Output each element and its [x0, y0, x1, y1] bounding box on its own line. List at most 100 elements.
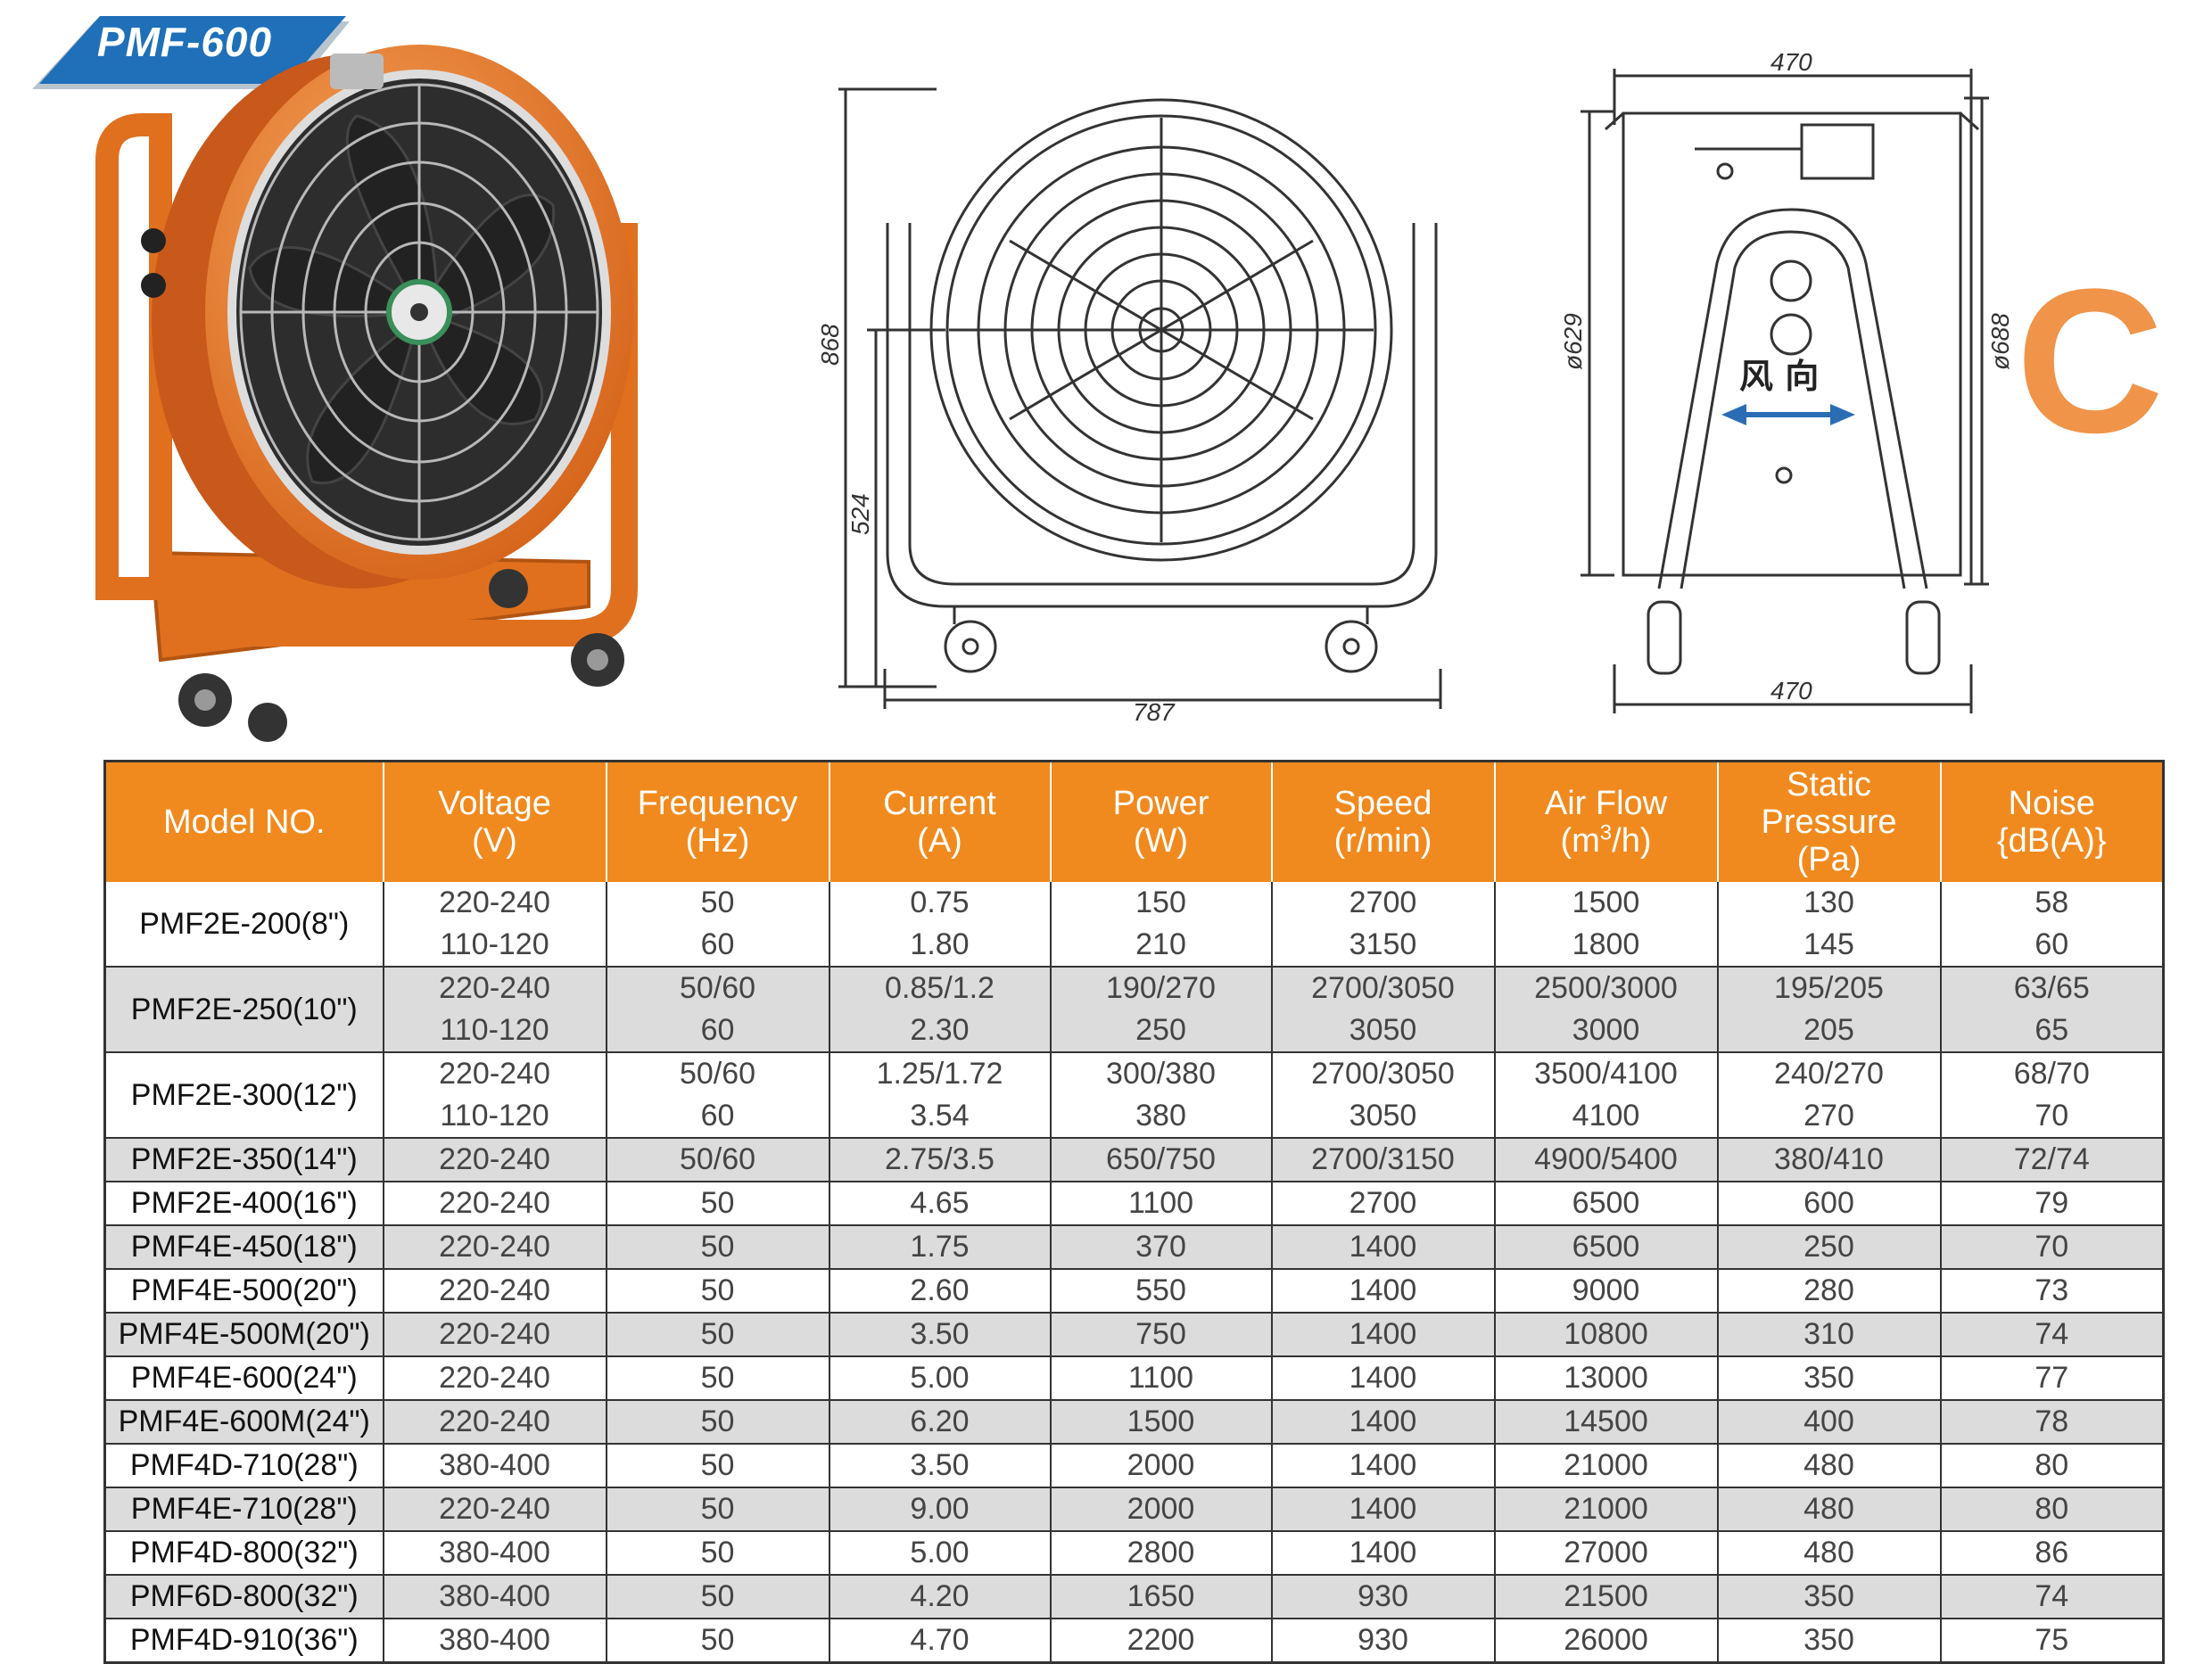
value-cell: 50 — [605, 1443, 830, 1487]
column-header-line-1: Speed — [1333, 785, 1432, 822]
value-cell: 3.50 — [828, 1443, 1051, 1487]
value-cell: 130 — [1716, 882, 1941, 924]
column-header-line-2: (Hz) — [685, 822, 750, 860]
model-cell: PMF4E-600(24") — [104, 1355, 384, 1400]
value-cell: 220-240 — [382, 882, 607, 924]
value-cell: 60 — [605, 1009, 830, 1052]
table-header-row: Model NO. Voltage (V) Frequency (Hz) Current(… — [103, 761, 2165, 882]
model-cell: PMF2E-200(8") — [139, 906, 350, 941]
column-header-line-1: Voltage — [438, 785, 551, 822]
value-cell: 1400 — [1270, 1487, 1495, 1531]
value-cell: 220-240 — [382, 966, 607, 1009]
column-header: Current (A) — [828, 761, 1052, 882]
value-cell: 80 — [1939, 1487, 2164, 1531]
value-cell: 72/74 — [1939, 1137, 2164, 1182]
value-cell: 380 — [1049, 1095, 1272, 1138]
value-cell: 1500 — [1493, 882, 1718, 924]
value-cell: 65 — [1939, 1009, 2164, 1052]
value-cell: 5.00 — [828, 1530, 1051, 1575]
value-cell: 310 — [1716, 1312, 1941, 1356]
value-cell: 350 — [1716, 1355, 1941, 1400]
table-row: PMF6D-800(32") 380-400 50 4.20 1650 930 21500 3… — [104, 1574, 2164, 1619]
column-header: Noise {dB(A)} — [1939, 761, 2165, 882]
value-cell: 930 — [1270, 1618, 1495, 1663]
value-cell: 21500 — [1493, 1574, 1718, 1619]
value-cell: 0.85/1.2 — [828, 966, 1051, 1009]
value-cell: 63/65 — [1939, 966, 2164, 1009]
table-row: PMF2E-200(8") 220-240 50 0.75 150 2700 1500 130… — [105, 882, 2164, 941]
model-cell: PMF4D-910(36") — [104, 1618, 384, 1663]
value-cell: 750 — [1049, 1312, 1272, 1356]
value-cell: 220-240 — [382, 1487, 607, 1531]
outer-diameter-label: ø688 — [1986, 313, 2014, 370]
value-cell: 2.30 — [828, 1009, 1051, 1052]
value-cell: 380-400 — [382, 1443, 607, 1487]
column-header: Voltage (V) — [382, 761, 607, 882]
value-cell: 380-400 — [382, 1618, 607, 1663]
value-cell: 4.20 — [828, 1574, 1051, 1619]
column-header-line-2: (r/min) — [1333, 822, 1432, 860]
value-cell: 2.75/3.5 — [828, 1137, 1051, 1182]
value-cell: 3150 — [1270, 924, 1495, 967]
table-row: 110-120 60 3.54 380 3050 4100 270 70 — [105, 1095, 2164, 1138]
front-view-drawing: 787 868 524 — [816, 87, 1442, 722]
value-cell: 50 — [605, 1312, 830, 1356]
table-row: PMF2E-350(14") 220-240 50/60 2.75/3.5 650/75… — [104, 1137, 2164, 1182]
table-body: PMF2E-200(8") 220-240 50 0.75 150 2700 1500 130… — [104, 882, 2164, 1663]
model-cell: PMF6D-800(32") — [104, 1574, 384, 1619]
value-cell: 6500 — [1493, 1181, 1718, 1225]
value-cell: 1800 — [1493, 924, 1718, 967]
model-cell: PMF4E-600M(24") — [104, 1399, 384, 1444]
value-cell: 3.54 — [828, 1095, 1051, 1138]
value-cell: 1.75 — [828, 1224, 1051, 1269]
value-cell: 220-240 — [382, 1051, 607, 1095]
value-cell: 110-120 — [382, 1009, 607, 1052]
value-cell: 21000 — [1493, 1487, 1718, 1531]
table-row: PMF4E-600(24") 220-240 50 5.00 1100 1400 13000… — [104, 1355, 2164, 1400]
column-header: Frequency (Hz) — [605, 761, 830, 882]
model-cell: PMF2E-250(10") — [104, 966, 384, 1052]
column-header: Static Pressure (Pa) — [1716, 761, 1942, 882]
value-cell: 2700/3050 — [1270, 1051, 1495, 1095]
value-cell: 480 — [1716, 1487, 1941, 1531]
value-cell: 370 — [1049, 1224, 1272, 1269]
column-header: Model NO. — [103, 761, 384, 882]
fan-photo — [95, 45, 638, 742]
value-cell: 50 — [605, 1181, 830, 1225]
value-cell: 210 — [1049, 924, 1272, 967]
value-cell: 195/205 — [1716, 966, 1941, 1009]
value-cell: 27000 — [1493, 1530, 1718, 1575]
value-cell: 78 — [1939, 1399, 2164, 1444]
value-cell: 50/60 — [605, 966, 830, 1009]
value-cell: 250 — [1049, 1009, 1272, 1052]
value-cell: 58 — [1939, 882, 2164, 924]
table-row: PMF2E-250(10") 220-240 50/60 0.85/1.2 190/27… — [104, 966, 2164, 1052]
value-cell: 3050 — [1270, 1009, 1495, 1052]
value-cell: 50 — [605, 1618, 830, 1663]
value-cell: 3.50 — [828, 1312, 1051, 1356]
table-row: PMF4E-500M(20") 220-240 50 3.50 750 1400 10800… — [104, 1312, 2164, 1356]
value-cell: 220-240 — [382, 1181, 607, 1225]
side-top-label: 470 — [1770, 49, 1812, 76]
front-height-label: 868 — [816, 324, 844, 366]
value-cell: 1100 — [1049, 1181, 1272, 1225]
value-cell: 70 — [1939, 1095, 2164, 1138]
value-cell: 10800 — [1493, 1312, 1718, 1356]
front-width-label: 787 — [1133, 698, 1176, 722]
value-cell: 3050 — [1270, 1095, 1495, 1138]
value-cell: 1400 — [1270, 1530, 1495, 1575]
model-cell: PMF4D-800(32") — [104, 1530, 384, 1575]
value-cell: 50 — [605, 1530, 830, 1575]
value-cell: 380-400 — [382, 1530, 607, 1575]
value-cell: 68/70 — [1939, 1051, 2164, 1095]
value-cell: 13000 — [1493, 1355, 1718, 1400]
value-cell: 270 — [1716, 1095, 1941, 1138]
table-row: PMF4D-710(28") 380-400 50 3.50 2000 1400 21000… — [104, 1443, 2164, 1487]
value-cell: 240/270 — [1716, 1051, 1941, 1095]
value-cell: 0.75 — [828, 882, 1051, 924]
value-cell: 220-240 — [382, 1137, 607, 1182]
table-row: PMF4E-450(18") 220-240 50 1.75 370 1400 6500 25… — [104, 1224, 2164, 1269]
value-cell: 75 — [1939, 1618, 2164, 1663]
model-cell: PMF2E-300(12") — [104, 1051, 384, 1138]
side-bottom-label: 470 — [1770, 677, 1812, 704]
